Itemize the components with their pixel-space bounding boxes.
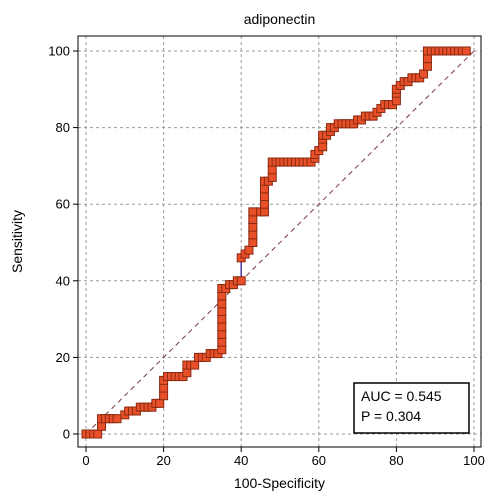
grid-layer — [78, 36, 481, 447]
roc-point-marker — [236, 276, 246, 286]
x-tick-label: 60 — [312, 453, 326, 468]
auc-value-text: AUC = 0.545 — [361, 388, 442, 404]
stats-box: AUC = 0.545 P = 0.304 — [353, 382, 470, 434]
roc-point-marker — [391, 96, 401, 106]
roc-point-marker — [259, 192, 269, 202]
roc-curve-line — [86, 50, 467, 435]
y-tick-label: 20 — [56, 350, 70, 365]
roc-point-marker — [318, 142, 328, 152]
x-tick-label: 20 — [156, 453, 170, 468]
roc-point-marker — [267, 165, 277, 175]
roc-point-marker — [248, 207, 258, 217]
roc-point-marker — [159, 391, 169, 401]
roc-point-marker — [112, 414, 122, 424]
roc-point-marker — [248, 215, 258, 225]
roc-point-marker — [155, 398, 165, 408]
x-axis-title: 100-Specificity — [234, 475, 325, 491]
y-tick-label: 60 — [56, 197, 70, 212]
y-tick-label: 80 — [56, 120, 70, 135]
stats-box-frame — [353, 382, 470, 434]
roc-point-marker — [267, 172, 277, 182]
roc-point-marker — [248, 222, 258, 232]
reference-diagonal-line — [85, 50, 475, 435]
roc-point-marker — [217, 329, 227, 339]
roc-point-marker — [422, 61, 432, 71]
axis-ticks — [73, 50, 475, 452]
roc-point-marker — [217, 322, 227, 332]
roc-point-marker — [217, 345, 227, 355]
roc-point-marker — [259, 184, 269, 194]
y-tick-label: 0 — [63, 427, 70, 442]
roc-point-marker — [248, 238, 258, 247]
roc-point-marker — [248, 230, 258, 240]
roc-point-marker — [217, 337, 227, 347]
roc-point-marker — [217, 291, 227, 301]
roc-point-marker — [259, 207, 269, 217]
p-value-text: P = 0.304 — [361, 408, 421, 424]
roc-point-marker — [97, 421, 107, 431]
roc-point-marker — [217, 299, 227, 309]
x-tick-label: 80 — [389, 453, 403, 468]
roc-point-marker — [259, 199, 269, 209]
roc-point-marker — [244, 245, 254, 255]
roc-point-marker — [217, 306, 227, 316]
chart-title: adiponectin — [244, 11, 316, 27]
x-tick-label: 100 — [463, 453, 485, 468]
y-axis-title: Sensitivity — [9, 210, 25, 273]
roc-point-marker — [159, 383, 169, 393]
roc-point-marker — [419, 69, 429, 79]
x-tick-label: 0 — [82, 453, 89, 468]
roc-markers — [81, 46, 471, 439]
axis-tick-labels: 0 20 40 60 80 100 0 20 40 60 80 100 — [48, 44, 485, 469]
roc-point-marker — [182, 368, 192, 378]
plot-frame — [77, 35, 482, 448]
roc-point-marker — [217, 314, 227, 324]
y-tick-label: 100 — [48, 44, 70, 59]
roc-point-marker — [93, 429, 103, 439]
roc-point-marker — [190, 360, 200, 370]
roc-point-marker — [422, 54, 432, 64]
y-tick-label: 40 — [56, 273, 70, 288]
x-tick-label: 40 — [234, 453, 248, 468]
roc-point-marker — [461, 46, 471, 56]
